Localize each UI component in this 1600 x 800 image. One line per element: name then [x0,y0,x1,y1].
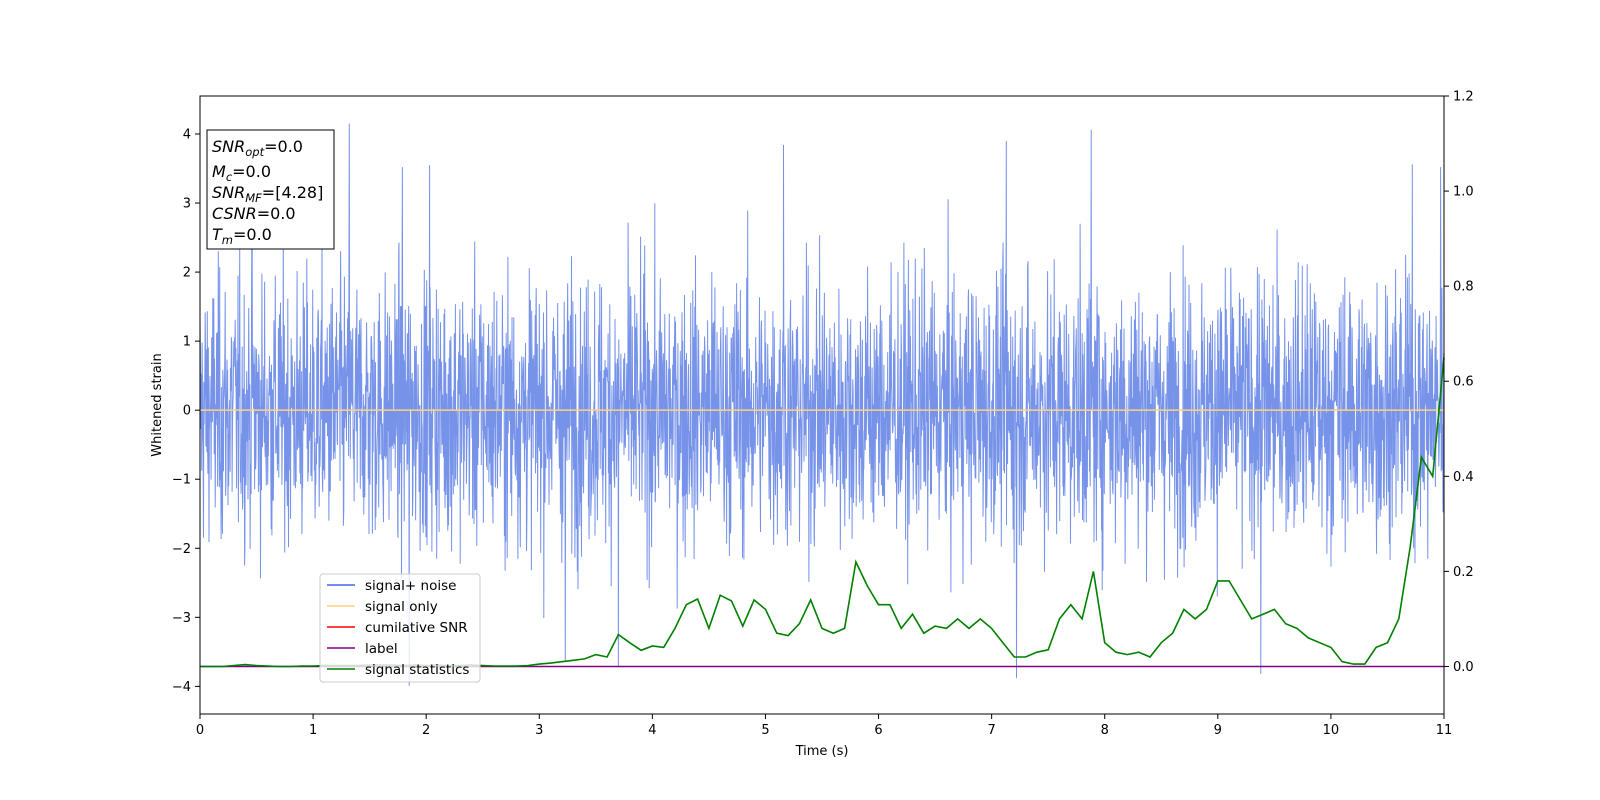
y-right-tick-label: 1.0 [1453,185,1474,200]
info-box-frame [206,129,335,250]
x-axis: 0 1 2 3 4 5 6 7 8 9 10 11 [196,714,1452,738]
y-left-tick-label: −3 [172,611,191,626]
signal-noise-series [199,123,1445,686]
y-axis-left: −4 −3 −2 −1 0 1 2 3 4 [172,127,200,695]
y-axis-label: Whitened strain [150,353,165,456]
y-left-tick-label: −4 [172,680,191,695]
x-tick-label: 6 [874,723,882,738]
x-tick-label: 9 [1214,723,1222,738]
y-right-tick-label: 0.8 [1453,280,1474,295]
x-tick-label: 2 [422,723,430,738]
legend: signal+ noise signal only cumilative SNR la… [319,573,481,683]
plot-frame [199,95,1445,715]
x-tick-label: 4 [648,723,656,738]
signal-noise-line [199,123,1445,686]
y-left-tick-label: 2 [183,266,191,281]
info-box-line: SNRMF=[4.28] [212,183,323,205]
y-left-tick-label: −2 [172,542,191,557]
x-tick-label: 5 [761,723,769,738]
x-tick-label: 0 [196,723,204,738]
y-right-tick-label: 0.6 [1453,375,1474,390]
x-axis-label: Time (s) [795,744,849,759]
y-left-tick-label: 4 [183,127,191,142]
y-right-tick-label: 0.4 [1453,470,1474,485]
y-left-tick-label: 3 [183,197,191,212]
y-right-tick-label: 1.2 [1453,90,1474,105]
x-tick-label: 7 [987,723,995,738]
x-tick-label: 11 [1436,723,1453,738]
legend-label: cumilative SNR [365,620,468,636]
x-tick-label: 3 [535,723,543,738]
legend-label: label [365,641,398,657]
info-box-line: Mc=0.0 [212,162,271,184]
y-right-tick-label: 0.2 [1453,565,1474,580]
y-right-tick-label: 0.0 [1453,660,1474,675]
info-box-line: SNRopt=0.0 [212,137,303,159]
x-tick-label: 10 [1323,723,1340,738]
legend-label: signal statistics [365,662,469,678]
y-left-tick-label: −1 [172,473,191,488]
info-box-line: CSNR=0.0 [212,204,296,223]
legend-label: signal+ noise [365,578,456,594]
y-axis-right: 0.0 0.2 0.4 0.6 0.8 1.0 1.2 [1444,90,1474,675]
y-left-tick-label: 0 [183,404,191,419]
x-tick-label: 1 [309,723,317,738]
y-left-tick-label: 1 [183,335,191,350]
info-box-line: Tm=0.0 [212,225,272,247]
legend-frame [319,573,481,683]
x-tick-label: 8 [1101,723,1109,738]
legend-label: signal only [365,599,438,615]
